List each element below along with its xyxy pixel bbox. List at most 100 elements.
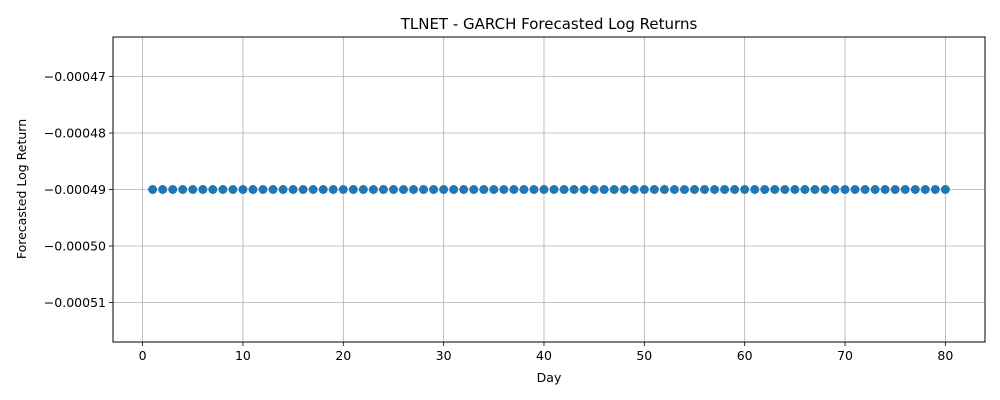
y-tick-label: −0.00050 [44, 238, 106, 253]
data-point [439, 185, 449, 194]
data-point [288, 185, 298, 194]
data-point [218, 185, 228, 194]
data-point [780, 185, 790, 194]
y-tick-label: −0.00047 [44, 69, 106, 84]
data-point [700, 185, 710, 194]
data-point [459, 185, 469, 194]
grid [113, 37, 985, 342]
data-point [730, 185, 740, 194]
data-point [830, 185, 840, 194]
data-point [649, 185, 659, 194]
data-point [870, 185, 880, 194]
data-point [690, 185, 700, 194]
data-point [509, 185, 519, 194]
y-tick-label: −0.00051 [44, 295, 106, 310]
data-point [489, 185, 499, 194]
data-point [900, 185, 910, 194]
data-point [519, 185, 529, 194]
data-point [589, 185, 599, 194]
x-tick-label: 10 [235, 348, 251, 363]
data-point [930, 185, 940, 194]
y-axis-label: Forecasted Log Return [14, 119, 29, 259]
data-point [479, 185, 489, 194]
data-point [148, 185, 158, 194]
data-point [890, 185, 900, 194]
data-point [770, 185, 780, 194]
data-point [569, 185, 579, 194]
data-point [198, 185, 208, 194]
data-point [208, 185, 218, 194]
data-point [398, 185, 408, 194]
data-point [228, 185, 238, 194]
data-point [529, 185, 539, 194]
data-point [188, 185, 198, 194]
x-axis-label: Day [537, 370, 562, 385]
data-points [148, 185, 950, 194]
data-point [348, 185, 358, 194]
data-point [850, 185, 860, 194]
data-point [599, 185, 609, 194]
data-point [920, 185, 930, 194]
x-tick-label: 60 [737, 348, 753, 363]
data-point [710, 185, 720, 194]
data-point [338, 185, 348, 194]
data-point [278, 185, 288, 194]
data-point [539, 185, 549, 194]
x-axis: 0 10 20 30 40 50 60 70 80 [139, 342, 953, 363]
data-point [840, 185, 850, 194]
data-point [669, 185, 679, 194]
data-point [609, 185, 619, 194]
y-axis: −0.00047 −0.00048 −0.00049 −0.00050 −0.00051 [44, 69, 113, 310]
data-point [910, 185, 920, 194]
data-point [258, 185, 268, 194]
data-point [679, 185, 689, 194]
data-point [409, 185, 419, 194]
data-point [820, 185, 830, 194]
x-tick-label: 20 [335, 348, 351, 363]
data-point [760, 185, 770, 194]
data-point [168, 185, 178, 194]
data-point [940, 185, 950, 194]
data-point [880, 185, 890, 194]
x-tick-label: 80 [937, 348, 953, 363]
data-point [158, 185, 168, 194]
data-point [720, 185, 730, 194]
x-tick-label: 70 [837, 348, 853, 363]
data-point [579, 185, 589, 194]
data-point [268, 185, 278, 194]
x-tick-label: 30 [436, 348, 452, 363]
data-point [860, 185, 870, 194]
data-point [318, 185, 328, 194]
data-point [810, 185, 820, 194]
data-point [429, 185, 439, 194]
data-point [248, 185, 258, 194]
x-tick-label: 0 [139, 348, 147, 363]
data-point [549, 185, 559, 194]
data-point [378, 185, 388, 194]
y-tick-label: −0.00049 [44, 182, 106, 197]
chart-title: TLNET - GARCH Forecasted Log Returns [400, 15, 698, 33]
data-point [419, 185, 429, 194]
data-point [559, 185, 569, 194]
data-point [740, 185, 750, 194]
data-point [308, 185, 318, 194]
data-point [469, 185, 479, 194]
data-point [619, 185, 629, 194]
data-point [629, 185, 639, 194]
data-point [790, 185, 800, 194]
data-point [750, 185, 760, 194]
data-point [368, 185, 378, 194]
data-point [449, 185, 459, 194]
data-point [659, 185, 669, 194]
y-tick-label: −0.00048 [44, 126, 106, 141]
x-tick-label: 40 [536, 348, 552, 363]
data-point [328, 185, 338, 194]
data-point [238, 185, 248, 194]
data-point [499, 185, 509, 194]
data-point [800, 185, 810, 194]
data-point [639, 185, 649, 194]
data-point [388, 185, 398, 194]
x-tick-label: 50 [636, 348, 652, 363]
